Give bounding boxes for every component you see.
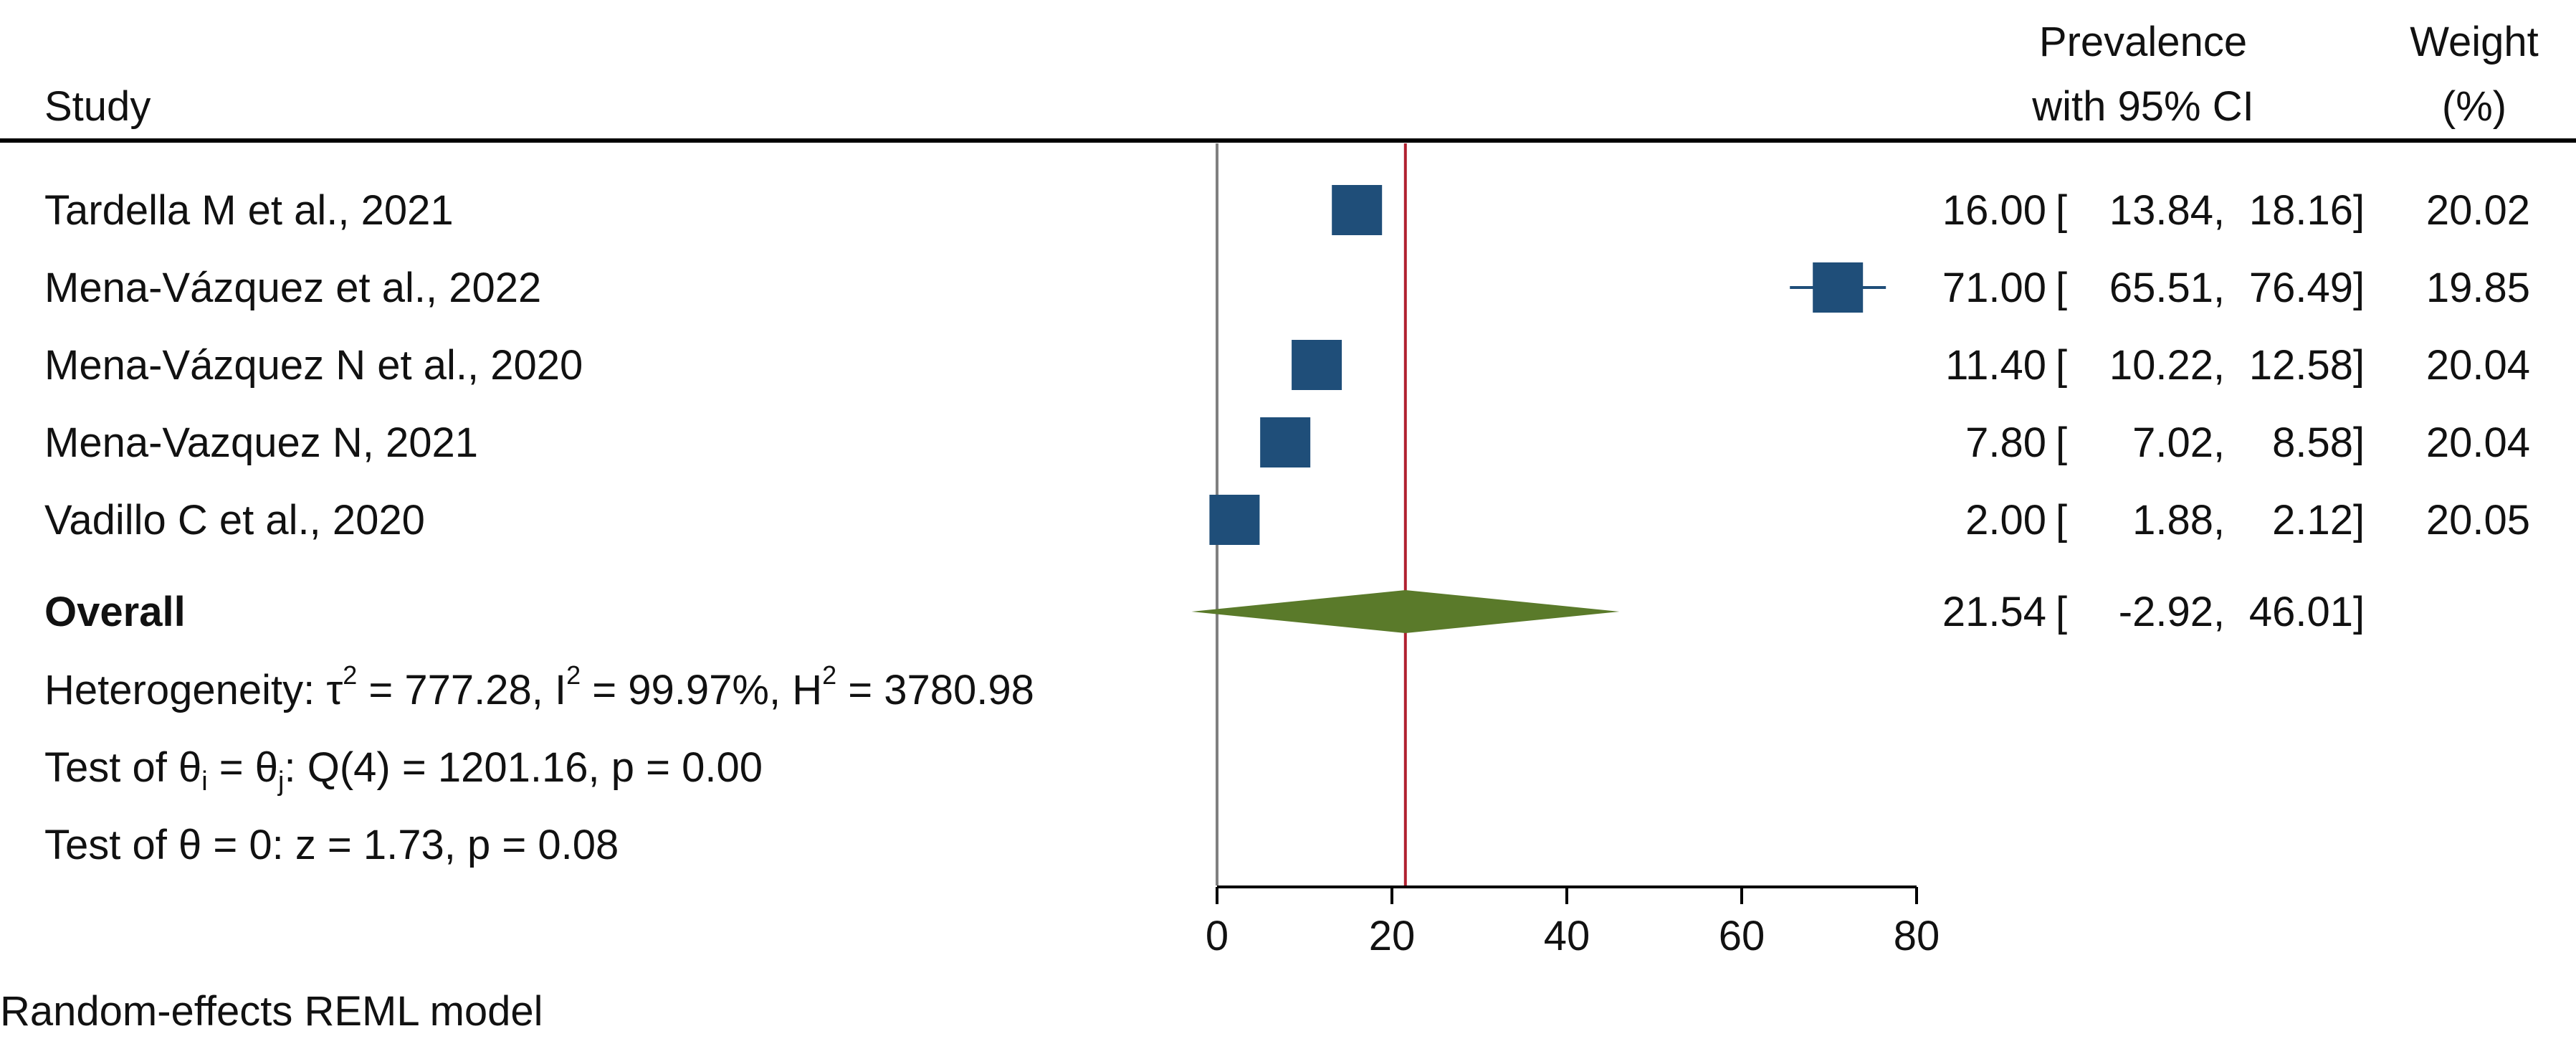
- study-ci-comma: ,: [2213, 497, 2225, 543]
- study-row: Mena-Vázquez et al., 2022 71.00[65.51, 76.…: [44, 262, 2530, 313]
- study-row: Mena-Vázquez N et al., 2020 11.40[10.22, 1…: [44, 340, 2530, 390]
- study-ci-comma: ,: [2213, 342, 2225, 389]
- study-rows: Tardella M et al., 2021 16.00[13.84, 18.16…: [44, 185, 2530, 545]
- study-estimate-value: 7.80: [1965, 419, 2046, 466]
- study-ci-low-value: 7.02: [2132, 419, 2213, 466]
- study-ci-open: [: [2056, 265, 2067, 311]
- heterogeneity-text: Heterogeneity: τ2 = 777.28, I2 = 99.97%,…: [44, 660, 1034, 713]
- study-weight-value: 20.05: [2426, 497, 2530, 543]
- study-ci-close: ]: [2353, 419, 2365, 466]
- study-ci-comma: ,: [2213, 265, 2225, 311]
- header-study: Study: [44, 83, 151, 130]
- study-row: Vadillo C et al., 2020 2.00[1.88, 2.12] 20.…: [44, 495, 2530, 545]
- overall-ci-open: [: [2056, 589, 2067, 635]
- study-ci-low-value: 1.88: [2132, 497, 2213, 543]
- study-ci-close: ]: [2353, 265, 2365, 311]
- z-test-text: Test of θ = 0: z = 1.73, p = 0.08: [44, 822, 619, 868]
- study-ci-high-value: 18.16: [2249, 187, 2353, 234]
- study-ci-high-value: 12.58: [2249, 342, 2353, 389]
- study-ci-open: [: [2056, 419, 2067, 466]
- x-axis-tick-label: 60: [1719, 913, 1765, 959]
- overall-ci-low-value: -2.92: [2119, 589, 2213, 635]
- study-weight-value: 20.04: [2426, 419, 2530, 466]
- x-axis-tick-label: 0: [1206, 913, 1229, 959]
- study-ci-low-value: 10.22: [2109, 342, 2213, 389]
- study-ci-close: ]: [2353, 187, 2365, 234]
- x-axis-tick-label: 80: [1894, 913, 1940, 959]
- study-ci-close: ]: [2353, 342, 2365, 389]
- study-label: Tardella M et al., 2021: [44, 187, 454, 234]
- study-row: Tardella M et al., 2021 16.00[13.84, 18.16…: [44, 185, 2530, 235]
- study-ci-open: [: [2056, 342, 2067, 389]
- study-weight-value: 20.02: [2426, 187, 2530, 234]
- x-axis-tick-label: 20: [1369, 913, 1416, 959]
- study-weight-value: 20.04: [2426, 342, 2530, 389]
- header-weight-line2: (%): [2442, 83, 2506, 130]
- header-estimate-line2: with 95% CI: [2031, 83, 2253, 130]
- study-ci-comma: ,: [2213, 419, 2225, 466]
- model-note: Random-effects REML model: [0, 988, 543, 1035]
- overall-ci-high-value: 46.01: [2249, 589, 2353, 635]
- study-weight-marker: [1332, 185, 1383, 235]
- study-ci-open: [: [2056, 497, 2067, 543]
- study-ci-low-value: 65.51: [2109, 265, 2213, 311]
- study-weight-value: 19.85: [2426, 265, 2530, 311]
- overall-ci-close: ]: [2353, 589, 2365, 635]
- study-ci-close: ]: [2353, 497, 2365, 543]
- study-weight-marker: [1260, 417, 1311, 467]
- study-row: Mena-Vazquez N, 2021 7.80[7.02, 8.58] 20.04: [44, 417, 2530, 467]
- study-weight-marker: [1813, 262, 1864, 313]
- study-ci-high-value: 2.12: [2272, 497, 2353, 543]
- x-axis-tick-label: 40: [1544, 913, 1590, 959]
- study-estimate-value: 2.00: [1965, 497, 2046, 543]
- study-weight-marker: [1292, 340, 1342, 390]
- study-estimate-value: 71.00: [1942, 265, 2046, 311]
- study-label: Vadillo C et al., 2020: [44, 497, 425, 543]
- overall-ci-comma: ,: [2213, 589, 2225, 635]
- overall-label: Overall: [44, 589, 186, 635]
- x-axis: 0 20 40 60 80: [1206, 886, 1940, 959]
- header-estimate-line1: Prevalence: [2039, 19, 2247, 65]
- study-ci-comma: ,: [2213, 187, 2225, 234]
- study-ci-high-value: 76.49: [2249, 265, 2353, 311]
- overall-diamond: [1191, 590, 1620, 633]
- study-label: Mena-Vázquez N et al., 2020: [44, 342, 583, 389]
- study-ci-open: [: [2056, 187, 2067, 234]
- study-ci-high-value: 8.58: [2272, 419, 2353, 466]
- q-test-text: Test of θi = θj: Q(4) = 1201.16, p = 0.0…: [44, 744, 763, 797]
- study-weight-marker: [1209, 495, 1260, 545]
- study-label: Mena-Vazquez N, 2021: [44, 419, 478, 466]
- study-ci-low-value: 13.84: [2109, 187, 2213, 234]
- study-estimate-value: 16.00: [1942, 187, 2046, 234]
- study-label: Mena-Vázquez et al., 2022: [44, 265, 541, 311]
- study-estimate-value: 11.40: [1945, 342, 2046, 389]
- overall-estimate-value: 21.54: [1942, 589, 2046, 635]
- header-weight-line1: Weight: [2410, 19, 2538, 65]
